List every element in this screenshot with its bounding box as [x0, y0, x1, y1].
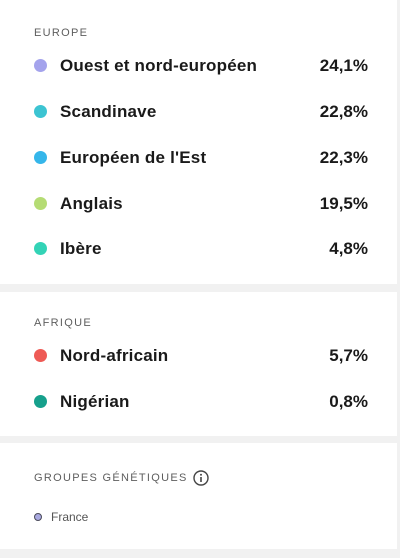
color-dot [34, 151, 47, 164]
color-dot [34, 197, 47, 210]
color-dot [34, 349, 47, 362]
ethnicity-percent: 0,8% [329, 392, 368, 411]
section-title-genetic-groups: GROUPES GÉNÉTIQUES [34, 472, 188, 484]
ethnicity-label: Ouest et nord-européen [60, 56, 258, 75]
ethnicity-label: Nigérian [60, 392, 130, 411]
genetic-groups-section: GROUPES GÉNÉTIQUES France [0, 443, 397, 549]
ethnicity-row[interactable]: Scandinave 22,8% [0, 100, 397, 124]
ethnicity-label: Scandinave [60, 102, 157, 121]
color-dot [34, 105, 47, 118]
ethnicity-percent: 22,3% [319, 148, 368, 167]
ethnicity-row[interactable]: Nigérian 0,8% [0, 390, 397, 414]
ethnicity-row[interactable]: Ouest et nord-européen 24,1% [0, 54, 397, 78]
ethnicity-percent: 4,8% [329, 239, 368, 258]
color-dot [34, 242, 47, 255]
ethnicity-percent: 19,5% [319, 194, 368, 213]
ethnicity-row[interactable]: Anglais 19,5% [0, 192, 397, 216]
ethnicity-label: Nord-africain [60, 346, 169, 365]
europe-section: EUROPE Ouest et nord-européen 24,1% Scan… [0, 0, 397, 284]
afrique-section: AFRIQUE Nord-africain 5,7% Nigérian 0,8% [0, 292, 397, 436]
section-title-europe: EUROPE [34, 27, 89, 39]
group-dot [34, 513, 42, 521]
info-icon[interactable] [193, 470, 209, 486]
ethnicity-label: Européen de l'Est [60, 148, 207, 167]
ethnicity-percent: 22,8% [319, 102, 368, 121]
ethnicity-row[interactable]: Nord-africain 5,7% [0, 344, 397, 368]
ethnicity-percent: 24,1% [319, 56, 368, 75]
section-title-afrique: AFRIQUE [34, 317, 92, 329]
ethnicity-row[interactable]: Ibère 4,8% [0, 237, 397, 261]
color-dot [34, 395, 47, 408]
ethnicity-label: Anglais [60, 194, 123, 213]
ethnicity-row[interactable]: Européen de l'Est 22,3% [0, 146, 397, 170]
group-label: France [51, 510, 89, 524]
ethnicity-percent: 5,7% [329, 346, 368, 365]
ethnicity-label: Ibère [60, 239, 102, 258]
color-dot [34, 59, 47, 72]
